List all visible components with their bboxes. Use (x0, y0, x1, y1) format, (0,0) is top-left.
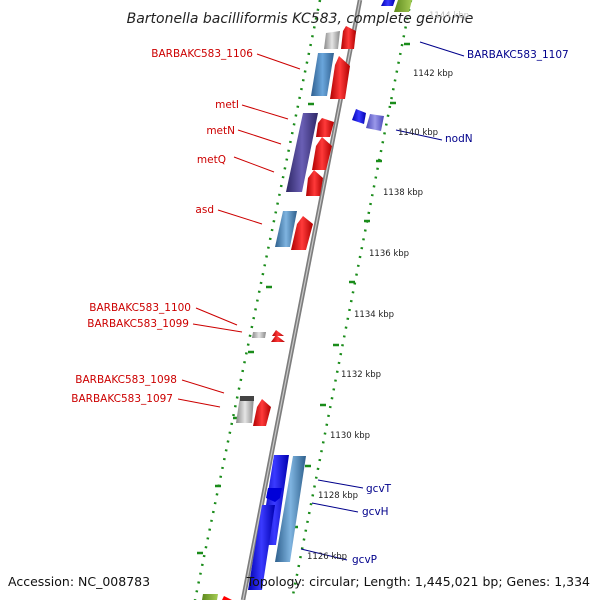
gene-label-metI: metI (215, 99, 239, 111)
gene-labels-left: BARBAKC583_1106 metI metN metQ asd BARBA… (71, 48, 253, 405)
gene-asd (275, 211, 313, 250)
gene-block-1106 (311, 53, 350, 99)
leader-lines-right (300, 41, 465, 561)
gene-label-gcvP: gcvP (352, 554, 377, 566)
gene-barbakc583-1098 (236, 396, 271, 426)
genome-title: Bartonella bacilliformis KC583, complete… (127, 11, 474, 27)
tick-label-1126: 1126 kbp (307, 552, 347, 562)
gene-label-asd: asd (195, 204, 214, 216)
dotted-track-right (290, 0, 413, 600)
tick-label-1142: 1142 kbp (413, 69, 453, 79)
tick-label-1144: 1144 kbp (429, 11, 469, 21)
tick-label-1132: 1132 kbp (341, 370, 381, 380)
leader-lines-left (177, 53, 301, 408)
gene-label-barbakc583-1097: BARBAKC583_1097 (71, 393, 173, 405)
tick-label-1140: 1140 kbp (398, 128, 438, 138)
gene-barbakc583-1100 (252, 330, 285, 342)
gene-label-barbakc583-1099: BARBAKC583_1099 (87, 318, 189, 330)
gene-label-metN: metN (206, 125, 235, 137)
tick-label-1130: 1130 kbp (330, 431, 370, 441)
gene-label-gcvT: gcvT (366, 483, 392, 495)
tick-label-1138: 1138 kbp (383, 188, 423, 198)
gene-label-barbakc583-1106: BARBAKC583_1106 (151, 48, 253, 60)
gene-label-barbakc583-1100: BARBAKC583_1100 (89, 302, 191, 314)
tick-label-1128: 1128 kbp (318, 491, 358, 501)
gene-label-gcvH: gcvH (362, 506, 389, 518)
gene-top-cutoff (381, 0, 412, 12)
gene-bottom-cutoff (202, 594, 232, 600)
gene-labels-right: BARBAKC583_1107 nodN gcvT gcvH gcvP (352, 49, 569, 566)
gene-label-nodN: nodN (445, 133, 473, 145)
tick-label-1134: 1134 kbp (354, 310, 394, 320)
dotted-tracks (193, 0, 413, 600)
gene-label-metQ: metQ (197, 154, 226, 166)
tick-labels: 1144 kbp 1142 kbp 1140 kbp 1138 kbp 1136… (307, 11, 469, 562)
dotted-track-left (193, 0, 322, 600)
genome-backbone (240, 0, 363, 600)
tick-label-1136: 1136 kbp (369, 249, 409, 259)
gene-nodN (352, 109, 384, 131)
gene-label-barbakc583-1098: BARBAKC583_1098 (75, 374, 177, 386)
gene-barbakc583-1106 (324, 26, 356, 49)
accession-text: Accession: NC_008783 (8, 574, 150, 589)
gene-met-block (286, 113, 334, 196)
gene-features (202, 0, 412, 600)
gene-gcv-block (248, 455, 306, 590)
genome-summary-text: Topology: circular; Length: 1,445,021 bp… (246, 574, 590, 589)
gene-label-barbakc583-1107: BARBAKC583_1107 (467, 49, 569, 61)
